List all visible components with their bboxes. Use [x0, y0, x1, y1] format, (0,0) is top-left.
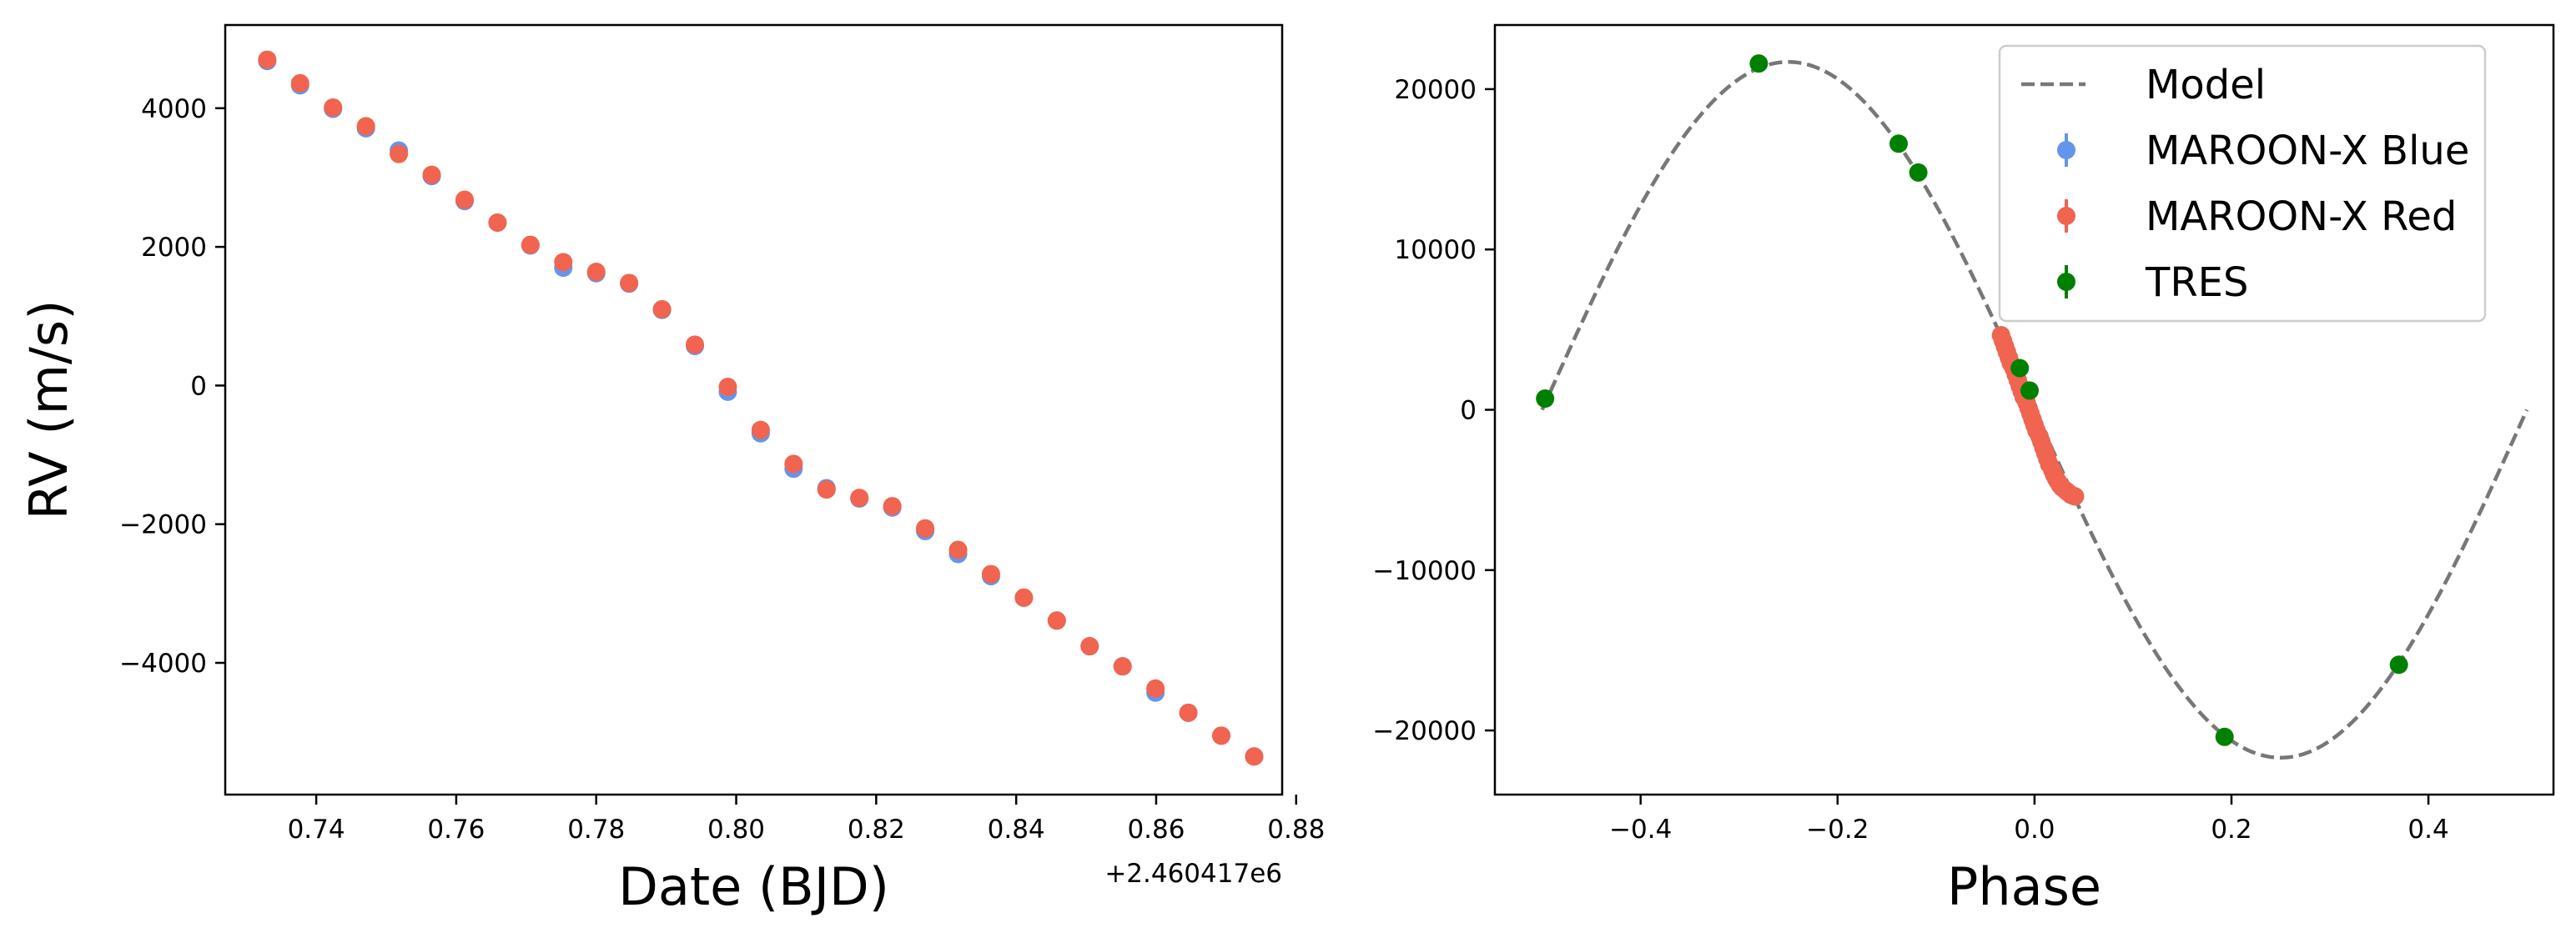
series-tres: [1536, 54, 2408, 746]
data-point: [1014, 588, 1034, 607]
data-point: [2065, 487, 2085, 506]
y-tick-label: 0: [190, 371, 207, 401]
y-tick-label: 4000: [141, 94, 207, 124]
data-point: [2010, 359, 2030, 378]
legend-point-marker: [2057, 141, 2075, 159]
data-point: [718, 378, 737, 397]
data-point: [916, 519, 935, 538]
y-tick-label: −10000: [1372, 556, 1477, 586]
x-tick-label: 0.76: [427, 815, 485, 845]
data-point: [521, 235, 540, 254]
data-point: [850, 489, 869, 508]
legend-entry: MAROON-X Red: [2057, 193, 2457, 240]
data-point: [1047, 611, 1066, 630]
rv-vs-date-chart: 0.74 0.76 0.78 0.80 0.82 0.84 0.86 0.88 −4000 −20…: [18, 23, 1325, 917]
data-point: [455, 190, 474, 209]
x-tick-label: −0.4: [1609, 815, 1672, 845]
data-point: [290, 73, 309, 93]
x-tick-label: 0.74: [288, 815, 345, 845]
data-point: [422, 165, 441, 184]
y-tick-label: 2000: [141, 233, 207, 263]
y-tick-label: 0: [1460, 396, 1477, 426]
x-tick-label: 0.78: [567, 815, 625, 845]
legend-label: MAROON-X Blue: [2146, 128, 2469, 174]
data-point: [1179, 703, 1198, 722]
x-axis-label: Phase: [1947, 856, 2101, 917]
x-tick-label: 0.88: [1267, 815, 1325, 845]
data-point: [1146, 679, 1165, 698]
series-maroon-x-blue: [258, 52, 1264, 766]
data-point: [948, 540, 968, 559]
x-tick-label: 0.86: [1127, 815, 1185, 845]
data-point: [1749, 54, 1768, 73]
data-point: [1909, 163, 1928, 182]
y-tick-label: 20000: [1394, 75, 1477, 105]
data-point: [390, 144, 409, 163]
x-tick-label: 0.82: [848, 815, 905, 845]
data-point: [981, 564, 1000, 584]
legend-entry: MAROON-X Blue: [2057, 128, 2469, 174]
data-point: [883, 497, 902, 516]
data-point: [1113, 657, 1132, 676]
data-point: [1080, 637, 1099, 656]
data-point: [2215, 727, 2234, 746]
data-point: [1212, 726, 1231, 745]
rv-vs-phase-chart: −0.4 −0.2 0.0 0.2 0.4 −20000 −10000 0 10000 20000…: [1372, 23, 2555, 917]
data-point: [620, 273, 639, 293]
data-point: [586, 263, 606, 282]
y-tick-label: −4000: [119, 649, 207, 679]
data-point: [652, 299, 672, 319]
legend-point-marker: [2057, 207, 2075, 225]
data-point: [554, 253, 573, 272]
data-point: [2389, 655, 2408, 675]
x-tick-label: 0.80: [707, 815, 765, 845]
y-axis-label: RV (m/s): [18, 300, 79, 520]
data-point: [784, 454, 803, 474]
x-tick-label: 0.2: [2211, 815, 2251, 845]
x-tick-label: 0.4: [2407, 815, 2448, 845]
data-point: [356, 117, 375, 136]
data-point: [258, 50, 277, 69]
data-point: [1889, 134, 1908, 153]
y-tick-label: 10000: [1394, 235, 1477, 265]
legend-label: MAROON-X Red: [2146, 193, 2457, 240]
data-point: [817, 480, 836, 499]
x-offset-label: +2.460417e6: [1104, 859, 1282, 889]
data-point: [751, 420, 770, 439]
legend-label: TRES: [2145, 259, 2248, 306]
y-tick-label: −2000: [119, 510, 207, 540]
data-point: [686, 335, 705, 354]
legend-label: Model: [2146, 62, 2266, 108]
series-maroon-x-red: [1991, 326, 2085, 506]
plot-frame: [224, 23, 1284, 796]
series-maroon-x-red: [258, 50, 1264, 766]
x-tick-label: 0.84: [988, 815, 1045, 845]
data-point: [2020, 381, 2039, 400]
legend: Model MAROON-X Blue MAROON-X Red TRES: [1998, 44, 2487, 323]
legend-point-marker: [2057, 273, 2075, 291]
legend-entry: Model: [2021, 62, 2266, 108]
data-point: [1536, 389, 1555, 409]
data-point: [488, 213, 507, 232]
x-tick-label: 0.0: [2014, 815, 2055, 845]
data-point: [1245, 747, 1264, 766]
x-axis-label: Date (BJD): [618, 856, 889, 917]
legend-entry: TRES: [2057, 259, 2248, 306]
x-tick-label: −0.2: [1806, 815, 1869, 845]
legend-box: [1998, 44, 2487, 323]
data-point: [324, 98, 343, 117]
y-tick-label: −20000: [1372, 716, 1477, 746]
